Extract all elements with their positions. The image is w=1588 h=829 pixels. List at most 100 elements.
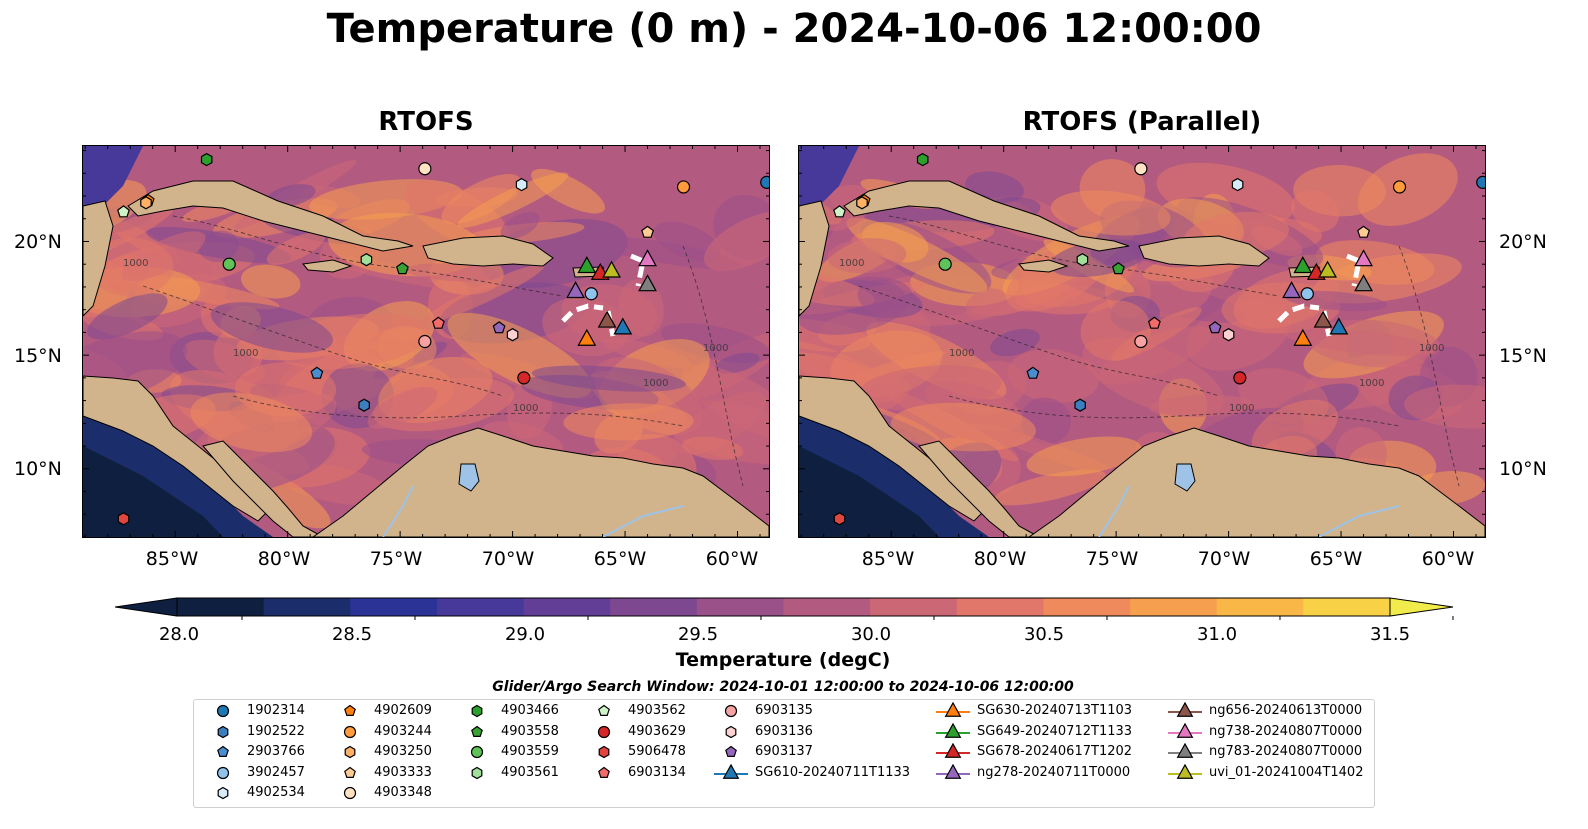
legend-symbol (217, 745, 229, 757)
colorbar (115, 597, 1454, 620)
land (312, 427, 769, 537)
colorbar-label: Temperature (degC) (675, 649, 891, 671)
marker-ng278-20240711T0000 (566, 281, 585, 299)
legend-symbol (344, 766, 356, 778)
lon-label-65w: 65°W (593, 548, 647, 570)
marker-4903250 (856, 196, 868, 210)
map-rtofs[interactable]: 1000 1000 1000 1000 1000 (82, 145, 770, 538)
legend-marker-pentagon-icon (598, 766, 610, 778)
colorbar-tick: 29.0 (504, 624, 546, 645)
colorbar-segment (1216, 598, 1304, 616)
colorbar-segment (870, 598, 958, 616)
legend-symbol (471, 766, 483, 779)
colorbar-tick: 30.0 (850, 624, 892, 645)
legend-marker-triangle-icon (936, 702, 970, 717)
legend-symbol (598, 766, 610, 778)
legend-label: 3902457 (247, 764, 305, 780)
legend-triangle (944, 722, 962, 738)
land (799, 200, 830, 317)
marker-6903135 (1134, 334, 1148, 349)
legend-symbol (598, 704, 610, 716)
legend-marker-circle-icon (216, 766, 230, 779)
legend-label: uvi_01-20241004T1402 (1209, 764, 1364, 780)
legend-marker-hexagon-icon (725, 725, 737, 738)
marker-4903466 (916, 152, 929, 167)
legend-marker-circle-icon (343, 786, 357, 800)
land (1018, 259, 1069, 273)
legend: 1902314 1902522 2903766 3902457 4902534 49026… (193, 699, 1375, 808)
marker-4903558 (395, 262, 409, 275)
colorbar-tick: 28.5 (331, 624, 373, 645)
lat-label-20n-right: 20°N (1499, 231, 1547, 253)
legend-label: 2903766 (247, 744, 305, 759)
legend-label: 4903250 (374, 744, 432, 759)
marker-2903766 (1026, 366, 1040, 379)
colorbar-segment (610, 598, 698, 616)
legend-marker-hexagon-icon (217, 786, 229, 800)
marker-ng783-20240807T0000 (1354, 274, 1373, 292)
legend-label: SG610-20240711T1133 (755, 764, 911, 780)
legend-label: SG630-20240713T1103 (977, 703, 1133, 718)
marker-1902314 (760, 175, 769, 189)
legend-triangle (1176, 763, 1194, 779)
colorbar-segment (436, 598, 525, 616)
legend-label: 4903561 (501, 764, 559, 780)
legend-marker-pentagon-icon (344, 766, 356, 778)
legend-label: 1902314 (247, 703, 305, 718)
legend-symbol (344, 704, 356, 716)
lon-label-70w: 70°W (1197, 548, 1251, 570)
legend-title: Glider/Argo Search Window: 2024-10-01 12… (492, 679, 1074, 695)
legend-symbol (217, 786, 229, 800)
colorbar-tick: 30.5 (1023, 624, 1065, 645)
legend-label: 1902522 (247, 723, 305, 739)
legend-triangle (1176, 702, 1194, 717)
colorbar-tick: 31.5 (1369, 624, 1411, 645)
marker-4903561 (1076, 253, 1089, 267)
panel-title-rtofs-parallel: RTOFS (Parallel) (1022, 107, 1262, 137)
legend-marker-hexagon-icon (471, 704, 483, 718)
legend-symbol (470, 745, 484, 759)
marker-4903629 (1233, 371, 1247, 385)
colorbar-segment (263, 598, 351, 616)
map-rtofs-parallel[interactable]: 1000 1000 1000 1000 1000 (798, 145, 1486, 538)
marker-1902522 (358, 398, 370, 412)
marker-1902314 (1476, 175, 1485, 189)
contour-label: 1000 (703, 343, 728, 354)
marker-4903562 (833, 205, 846, 218)
legend-symbol (344, 745, 356, 759)
legend-symbol (725, 725, 737, 738)
legend-marker-circle-icon (597, 725, 611, 738)
legend-label: 6903136 (755, 723, 813, 739)
marker-4903558 (1111, 262, 1125, 275)
legend-marker-pentagon-icon (598, 704, 610, 716)
colorbar-segment (523, 598, 611, 616)
lat-label-15n-left: 15°N (14, 345, 62, 367)
legend-label: 4902534 (247, 785, 305, 800)
land (83, 200, 114, 317)
legend-triangle (944, 743, 962, 758)
marker-ng738-20240807T0000 (638, 249, 657, 267)
legend-marker-hexagon-icon (471, 766, 483, 779)
legend-label: 6903135 (755, 703, 813, 718)
lon-label-85w: 85°W (145, 548, 199, 570)
land (843, 180, 1130, 252)
marker-4903562 (117, 205, 130, 218)
legend-symbol (724, 704, 738, 718)
land (1028, 427, 1485, 537)
colorbar-tick: 29.5 (677, 624, 719, 645)
contour-label: 1000 (513, 403, 538, 414)
contour-label: 1000 (643, 378, 668, 389)
legend-marker-pentagon-icon (344, 704, 356, 716)
marker-SG630-20240713T1103 (1293, 328, 1313, 346)
legend-symbol (216, 766, 230, 779)
legend-symbol (343, 725, 357, 738)
panel-title-rtofs: RTOFS (378, 107, 474, 137)
marker-4903559 (938, 257, 952, 271)
marker-6903137 (1208, 321, 1222, 334)
legend-label: 4902609 (374, 703, 432, 718)
legend-marker-triangle-icon (1168, 702, 1202, 717)
marker-ng738-20240807T0000 (1354, 249, 1373, 267)
marker-6903134 (1147, 316, 1161, 329)
lon-label-60w: 60°W (1421, 548, 1475, 570)
legend-marker-hexagon-icon (344, 745, 356, 759)
